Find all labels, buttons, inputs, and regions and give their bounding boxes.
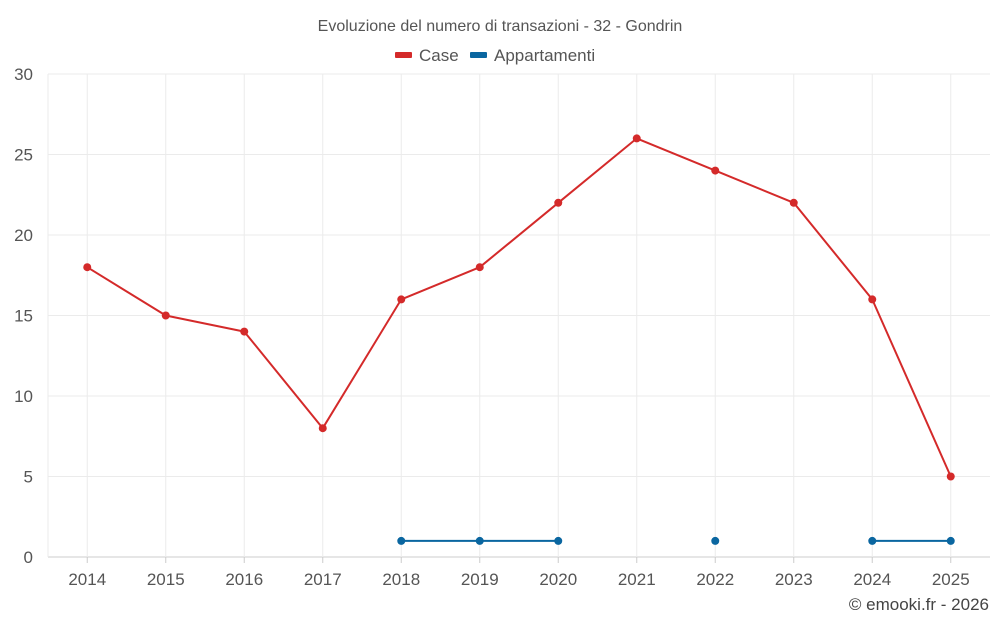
data-point-case-2019[interactable] (475, 263, 484, 272)
y-tick-label: 10 (14, 387, 33, 406)
x-tick-label: 2024 (853, 570, 891, 589)
series-layer (83, 134, 955, 545)
y-tick-label: 20 (14, 226, 33, 245)
data-point-case-2025[interactable] (946, 472, 955, 481)
legend-swatch-case (395, 52, 412, 58)
data-point-case-2022[interactable] (711, 166, 720, 175)
data-point-case-2018[interactable] (397, 295, 406, 304)
data-point-appartamenti-2020[interactable] (554, 536, 563, 545)
data-point-appartamenti-2022[interactable] (711, 536, 720, 545)
legend[interactable]: Case Appartamenti (395, 46, 595, 65)
y-tick-label: 15 (14, 307, 33, 326)
data-point-case-2024[interactable] (868, 295, 877, 304)
x-tick-label: 2021 (618, 570, 656, 589)
x-axis: 2014 2015 2016 2017 2018 2019 2020 2021 2022 2023… (68, 557, 970, 589)
x-tick-label: 2022 (696, 570, 734, 589)
series-case (83, 134, 955, 481)
y-tick-label: 25 (14, 146, 33, 165)
legend-label-appartamenti[interactable]: Appartamenti (494, 46, 595, 65)
x-tick-label: 2025 (932, 570, 970, 589)
data-point-appartamenti-2024[interactable] (868, 536, 877, 545)
y-tick-label: 30 (14, 65, 33, 84)
y-axis: 0 5 10 15 20 25 30 (14, 65, 33, 567)
data-point-case-2020[interactable] (554, 198, 563, 207)
x-tick-label: 2016 (225, 570, 263, 589)
series-appartamenti (397, 536, 955, 545)
series-line-case (86, 137, 952, 477)
x-tick-label: 2017 (304, 570, 342, 589)
x-tick-label: 2020 (539, 570, 577, 589)
gridlines (47, 73, 990, 558)
data-point-case-2021[interactable] (632, 134, 641, 143)
y-tick-label: 0 (24, 548, 33, 567)
credit-text: © emooki.fr - 2026 (849, 595, 989, 614)
x-tick-label: 2018 (382, 570, 420, 589)
data-point-case-2014[interactable] (83, 263, 92, 272)
data-point-appartamenti-2018[interactable] (397, 536, 406, 545)
data-point-case-2015[interactable] (161, 311, 170, 320)
x-tick-label: 2014 (68, 570, 106, 589)
x-tick-label: 2019 (461, 570, 499, 589)
data-point-case-2017[interactable] (318, 424, 327, 433)
data-point-case-2023[interactable] (789, 198, 798, 207)
legend-label-case[interactable]: Case (419, 46, 459, 65)
data-point-appartamenti-2025[interactable] (946, 536, 955, 545)
data-point-appartamenti-2019[interactable] (475, 536, 484, 545)
data-point-case-2016[interactable] (240, 327, 249, 336)
y-tick-label: 5 (24, 468, 33, 487)
x-tick-label: 2023 (775, 570, 813, 589)
x-tick-label: 2015 (147, 570, 185, 589)
chart-title: Evoluzione del numero di transazioni - 3… (318, 18, 683, 35)
legend-swatch-appartamenti (470, 52, 487, 58)
